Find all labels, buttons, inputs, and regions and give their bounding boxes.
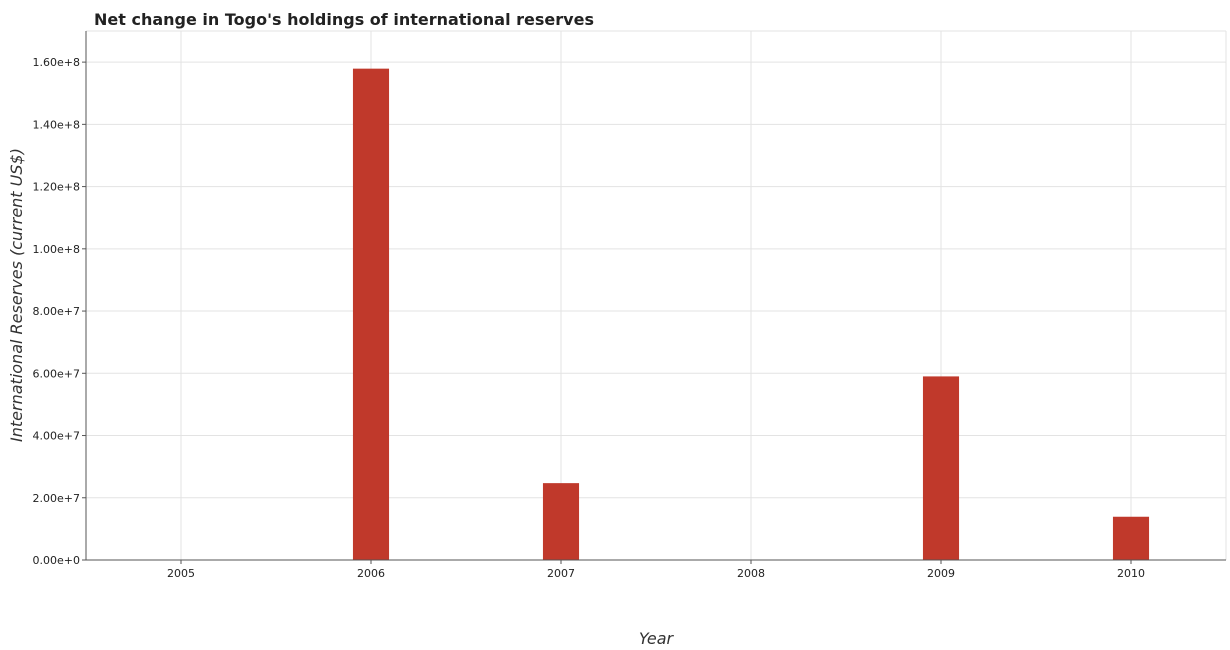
bar (352, 68, 390, 561)
grid (86, 30, 1227, 561)
y-tick-label: 0.00e+0 (33, 554, 80, 567)
y-tick-labels: 0.00e+0 2.00e+7 4.00e+7 6.00e+7 8.00e+7 1.00e… (33, 56, 80, 567)
y-tick-label: 1.20e+8 (33, 181, 80, 194)
axes (82, 31, 1226, 564)
bars (352, 68, 1150, 561)
y-tick-label: 1.40e+8 (33, 118, 80, 131)
y-tick-label: 1.60e+8 (33, 56, 80, 69)
y-tick-label: 1.00e+8 (33, 243, 80, 256)
x-tick-label: 2010 (1117, 567, 1145, 580)
x-tick-label: 2007 (547, 567, 575, 580)
x-tick-label: 2005 (167, 567, 195, 580)
y-tick-label: 4.00e+7 (33, 430, 80, 443)
x-axis-label: Year (639, 629, 675, 648)
bar (1112, 516, 1150, 560)
x-tick-label: 2009 (927, 567, 955, 580)
y-tick-label: 6.00e+7 (33, 367, 80, 380)
x-tick-label: 2008 (737, 567, 765, 580)
y-axis-label: International Reserves (current US$) (7, 148, 26, 442)
y-tick-label: 2.00e+7 (33, 492, 80, 505)
bar (542, 483, 580, 560)
bar (922, 376, 960, 560)
x-tick-labels: 2005 2006 2007 2008 2009 2010 (167, 567, 1145, 580)
y-tick-label: 8.00e+7 (33, 305, 80, 318)
x-tick-label: 2006 (357, 567, 385, 580)
chart-title: Net change in Togo's holdings of interna… (94, 10, 594, 29)
